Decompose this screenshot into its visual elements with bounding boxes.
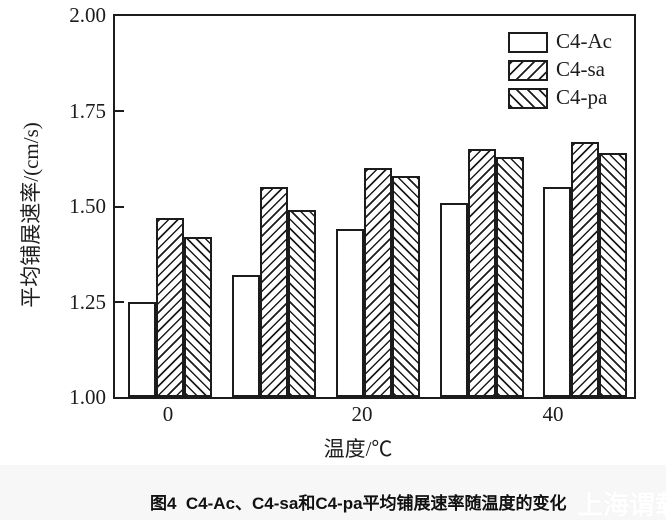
x-tick-label: 20 (351, 402, 373, 426)
bar-C4-sa-10 (260, 187, 288, 397)
legend-label-C4-sa: C4-sa (556, 57, 605, 81)
bar-C4-pa-20 (392, 176, 420, 397)
bar-C4-sa-0 (156, 218, 184, 397)
legend-swatch-C4-Ac (508, 32, 548, 53)
bar-C4-sa-20 (364, 168, 392, 397)
x-tick-label: 0 (162, 402, 174, 426)
bar-C4-Ac-30 (440, 203, 468, 397)
bar-C4-sa-40 (571, 142, 599, 397)
legend-label-C4-pa: C4-pa (556, 85, 608, 109)
figure-caption: 图4 C4-Ac、C4-sa和C4-pa平均铺展速率随温度的变化 (150, 494, 567, 513)
legend-label-C4-Ac: C4-Ac (556, 29, 612, 53)
y-tick-mark (115, 301, 124, 303)
x-axis-title: 温度/℃ (323, 437, 393, 461)
bar-C4-pa-30 (496, 157, 524, 397)
bar-C4-pa-10 (288, 210, 316, 397)
legend-swatch-C4-sa (508, 60, 548, 81)
legend-swatch-C4-pa (508, 88, 548, 109)
bar-C4-pa-40 (599, 153, 627, 397)
y-tick-mark (115, 110, 124, 112)
bar-C4-pa-0 (184, 237, 212, 397)
bar-C4-Ac-0 (128, 302, 156, 397)
y-tick-label: 1.50 (69, 194, 106, 218)
watermark-text: 上海谓载 (577, 490, 666, 520)
y-tick-label: 1.00 (69, 385, 106, 409)
x-tick-label: 40 (542, 402, 564, 426)
y-axis-title: 平均铺展速率/(cm/s) (19, 122, 43, 308)
y-tick-label: 2.00 (69, 3, 106, 27)
bar-C4-sa-30 (468, 149, 496, 397)
bar-C4-Ac-10 (232, 275, 260, 397)
bar-C4-Ac-40 (543, 187, 571, 397)
bar-C4-Ac-20 (336, 229, 364, 397)
caption-strip: 图4 C4-Ac、C4-sa和C4-pa平均铺展速率随温度的变化 上海谓载 (0, 465, 666, 520)
y-tick-label: 1.25 (69, 290, 106, 314)
y-tick-mark (115, 206, 124, 208)
plot-area: C4-Ac C4-sa C4-pa (113, 14, 636, 399)
y-tick-label: 1.75 (69, 99, 106, 123)
